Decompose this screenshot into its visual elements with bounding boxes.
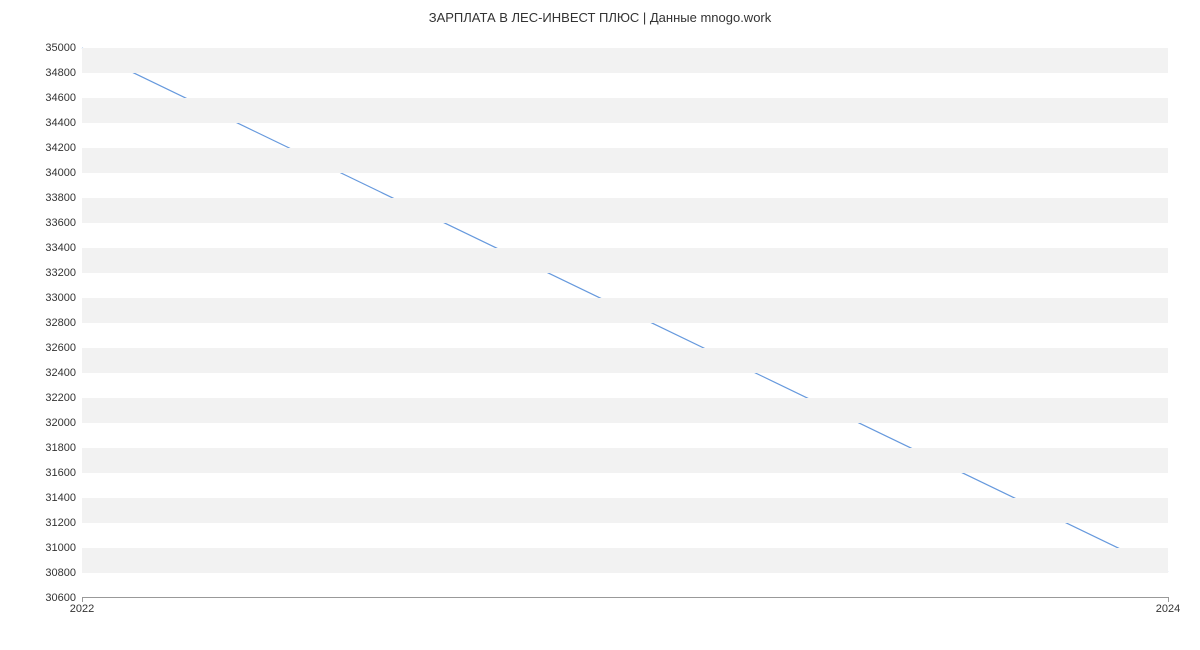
x-tick-label: 2024	[1156, 603, 1180, 615]
y-tick-label: 32400	[45, 367, 76, 379]
grid-band	[82, 298, 1168, 323]
y-tick-label: 34600	[45, 92, 76, 104]
y-tick-label: 31000	[45, 542, 76, 554]
chart-title: ЗАРПЛАТА В ЛЕС-ИНВЕСТ ПЛЮС | Данные mnog…	[0, 10, 1200, 25]
grid-band	[82, 198, 1168, 223]
grid-band	[82, 48, 1168, 73]
y-tick-label: 31600	[45, 467, 76, 479]
y-tick-label: 33400	[45, 242, 76, 254]
grid-band	[82, 98, 1168, 123]
grid-band	[82, 498, 1168, 523]
y-tick-label: 30800	[45, 567, 76, 579]
grid-band	[82, 148, 1168, 173]
grid-band	[82, 448, 1168, 473]
y-tick-label: 34000	[45, 167, 76, 179]
y-tick-label: 32200	[45, 392, 76, 404]
y-tick-label: 33600	[45, 217, 76, 229]
y-tick-label: 33200	[45, 267, 76, 279]
grid-band	[82, 548, 1168, 573]
y-tick-label: 32600	[45, 342, 76, 354]
grid-band	[82, 398, 1168, 423]
y-tick-label: 33000	[45, 292, 76, 304]
grid-band	[82, 248, 1168, 273]
x-tick-label: 2022	[70, 603, 94, 615]
y-tick-label: 32800	[45, 317, 76, 329]
x-tick-mark	[82, 597, 83, 602]
y-tick-label: 32000	[45, 417, 76, 429]
y-tick-label: 33800	[45, 192, 76, 204]
y-tick-label: 34200	[45, 142, 76, 154]
y-tick-label: 31400	[45, 492, 76, 504]
y-tick-label: 35000	[45, 42, 76, 54]
y-tick-label: 34400	[45, 117, 76, 129]
y-tick-label: 31200	[45, 517, 76, 529]
grid-band	[82, 348, 1168, 373]
y-tick-label: 34800	[45, 67, 76, 79]
x-tick-mark	[1168, 597, 1169, 602]
plot-area: 3060030800310003120031400316003180032000…	[82, 48, 1168, 598]
y-tick-label: 31800	[45, 442, 76, 454]
